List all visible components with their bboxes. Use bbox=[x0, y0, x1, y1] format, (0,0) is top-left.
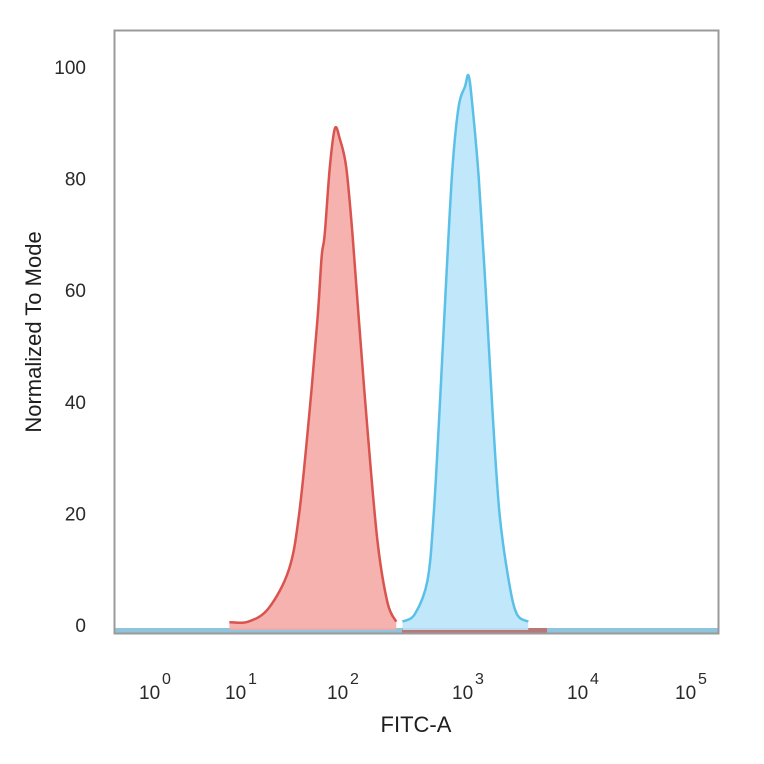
blue-histogram-outline bbox=[401, 73, 529, 623]
svg-text:5: 5 bbox=[698, 671, 707, 688]
svg-text:2: 2 bbox=[350, 671, 359, 688]
blue-histogram bbox=[401, 73, 529, 631]
red-histogram-outline bbox=[229, 125, 398, 625]
x-axis-title: FITC-A bbox=[381, 712, 452, 737]
x-tick-label: 101 bbox=[225, 671, 257, 704]
y-tick-label: 0 bbox=[75, 616, 86, 637]
svg-text:10: 10 bbox=[139, 683, 160, 704]
svg-text:4: 4 bbox=[590, 671, 599, 688]
svg-text:10: 10 bbox=[675, 683, 696, 704]
svg-text:3: 3 bbox=[475, 671, 484, 688]
y-tick-label: 20 bbox=[65, 504, 86, 525]
y-tick-label: 60 bbox=[65, 281, 86, 302]
y-tick-label: 100 bbox=[54, 58, 86, 79]
y-tick-label: 40 bbox=[65, 393, 86, 414]
plot-frame bbox=[113, 29, 720, 635]
x-tick-label: 102 bbox=[327, 671, 359, 704]
y-axis-ticks: 0 20 40 60 80 100 bbox=[54, 58, 86, 637]
red-histogram bbox=[229, 125, 398, 631]
svg-text:10: 10 bbox=[567, 683, 588, 704]
x-tick-label: 104 bbox=[567, 671, 599, 704]
blue-histogram-fill bbox=[402, 74, 529, 631]
y-axis-title: Normalized To Mode bbox=[21, 231, 46, 432]
svg-text:10: 10 bbox=[452, 683, 473, 704]
y-tick-label: 80 bbox=[65, 170, 86, 191]
baseline-red bbox=[402, 628, 547, 633]
plot-area bbox=[115, 73, 718, 633]
x-tick-label: 100 bbox=[139, 671, 171, 704]
svg-text:0: 0 bbox=[162, 671, 171, 688]
svg-text:10: 10 bbox=[327, 683, 348, 704]
svg-text:10: 10 bbox=[225, 683, 246, 704]
x-tick-label: 105 bbox=[675, 671, 707, 704]
x-tick-label: 103 bbox=[452, 671, 484, 704]
svg-text:1: 1 bbox=[248, 671, 257, 688]
